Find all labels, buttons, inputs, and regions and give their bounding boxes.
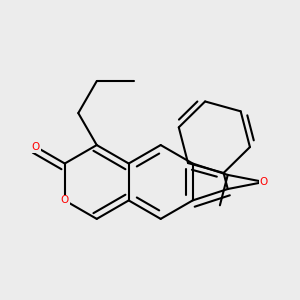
Text: O: O — [260, 177, 268, 187]
Text: O: O — [61, 195, 69, 206]
Text: O: O — [32, 142, 40, 152]
